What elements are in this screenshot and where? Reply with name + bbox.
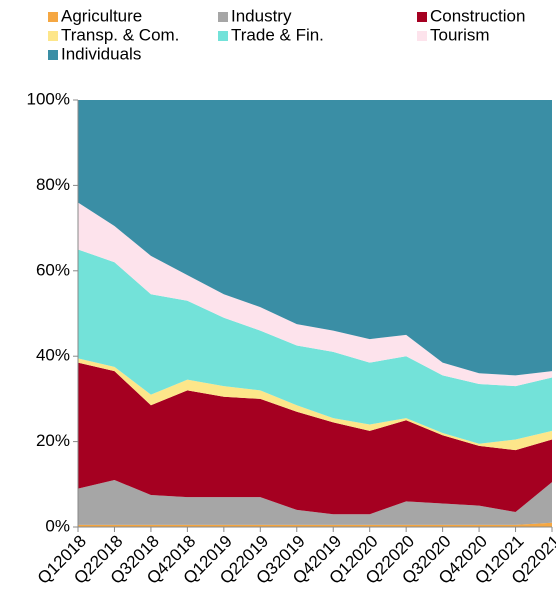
legend-label: Individuals bbox=[61, 44, 141, 63]
area bbox=[78, 100, 552, 376]
area bbox=[78, 480, 552, 525]
area bbox=[78, 202, 552, 387]
y-tick-label: 0% bbox=[45, 516, 70, 535]
y-tick-label: 60% bbox=[36, 260, 70, 279]
legend-label: Agriculture bbox=[61, 6, 142, 25]
legend-swatch bbox=[48, 12, 58, 22]
y-tick-label: 80% bbox=[36, 175, 70, 194]
legend-swatch bbox=[417, 31, 427, 41]
legend-swatch bbox=[218, 31, 228, 41]
y-tick-label: 100% bbox=[27, 89, 70, 108]
y-tick-label: 40% bbox=[36, 346, 70, 365]
legend-label: Construction bbox=[430, 6, 525, 25]
area bbox=[78, 358, 552, 451]
legend-swatch bbox=[417, 12, 427, 22]
legend-swatch bbox=[48, 50, 58, 60]
legend-label: Tourism bbox=[430, 25, 490, 44]
legend-swatch bbox=[218, 12, 228, 22]
y-tick-label: 20% bbox=[36, 431, 70, 450]
legend-label: Trade & Fin. bbox=[231, 25, 324, 44]
area bbox=[78, 249, 552, 444]
legend-label: Transp. & Com. bbox=[61, 25, 179, 44]
area bbox=[78, 362, 552, 515]
legend-swatch bbox=[48, 31, 58, 41]
legend-label: Industry bbox=[231, 6, 292, 25]
